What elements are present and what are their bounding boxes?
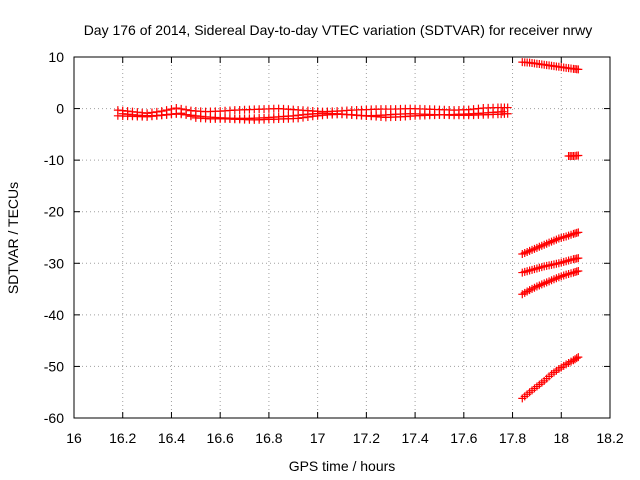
x-tick-label: 16.4 xyxy=(158,430,185,446)
axis-ticks xyxy=(73,56,611,419)
y-tick-label: -50 xyxy=(44,358,64,374)
data-series-sat-g xyxy=(518,254,583,277)
data-point xyxy=(186,112,195,121)
x-tick-label: 16.8 xyxy=(255,430,282,446)
y-tick-label: -40 xyxy=(44,307,64,323)
data-series-sat-i xyxy=(518,353,583,403)
y-tick-label: -30 xyxy=(44,255,64,271)
data-series-sat-h xyxy=(518,267,583,299)
x-tick-label: 16.6 xyxy=(207,430,234,446)
data-point xyxy=(574,254,583,263)
data-point xyxy=(503,109,512,118)
x-tick-label: 18 xyxy=(553,430,569,446)
y-tick-labels: -60 -50 -40 -30 -20 -10 0 10 xyxy=(44,49,64,426)
data-point xyxy=(574,353,583,362)
data-point xyxy=(574,151,583,160)
x-tick-label: 17.2 xyxy=(353,430,380,446)
data-point xyxy=(294,114,303,123)
x-tick-label: 16 xyxy=(66,430,82,446)
y-tick-label: -10 xyxy=(44,152,64,168)
data-point xyxy=(574,228,583,237)
y-tick-label: 10 xyxy=(48,49,64,65)
data-point xyxy=(498,107,507,116)
x-tick-label: 17.4 xyxy=(401,430,428,446)
x-tick-label: 17.6 xyxy=(450,430,477,446)
data-point xyxy=(574,65,583,74)
data-point xyxy=(572,354,581,363)
data-series-sat-d xyxy=(518,58,583,74)
plot-frame xyxy=(73,56,611,419)
x-tick-labels: 16 16.2 16.4 16.6 16.8 17 17.2 17.4 17.6 17.8 18 18… xyxy=(66,430,624,446)
y-axis-label: SDTVAR / TECUs xyxy=(5,182,21,294)
x-axis-label: GPS time / hours xyxy=(289,458,396,474)
x-tick-label: 18.2 xyxy=(596,430,623,446)
data-point xyxy=(299,113,308,122)
data-point xyxy=(303,112,312,121)
x-tick-label: 16.2 xyxy=(109,430,136,446)
chart-title: Day 176 of 2014, Sidereal Day-to-day VTE… xyxy=(84,22,593,38)
data-point xyxy=(177,109,186,118)
data-points xyxy=(113,58,583,403)
data-point xyxy=(574,267,583,276)
y-tick-label: -20 xyxy=(44,204,64,220)
y-tick-label: 0 xyxy=(56,101,64,117)
x-tick-label: 17.8 xyxy=(499,430,526,446)
y-tick-label: -60 xyxy=(44,410,64,426)
data-point xyxy=(182,110,191,119)
data-series-sat-f xyxy=(518,228,583,259)
data-series-sat-c xyxy=(118,107,507,124)
data-series-sat-e xyxy=(564,151,583,161)
x-tick-label: 17 xyxy=(310,430,326,446)
